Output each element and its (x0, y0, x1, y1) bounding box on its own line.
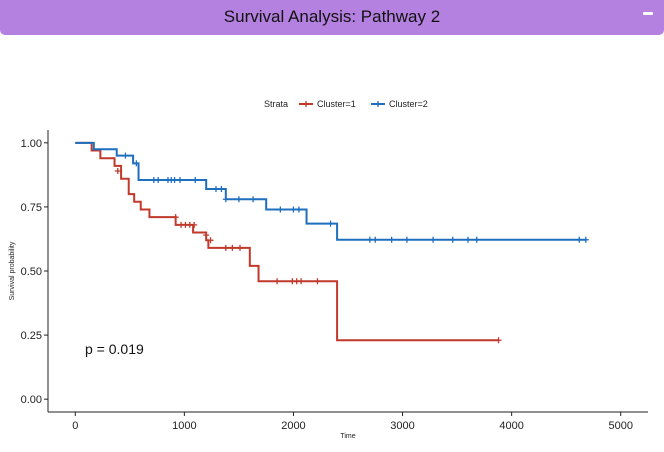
legend-label-1: Cluster=1 (317, 99, 356, 109)
censor-mark (295, 206, 302, 213)
p-value-annotation: p = 0.019 (85, 341, 144, 357)
legend: Strata Cluster=1 Cluster=2 (264, 99, 428, 109)
y-tick-label: 0.75 (21, 202, 42, 214)
censor-mark (172, 214, 179, 221)
censor-mark (314, 278, 321, 285)
censor-mark (114, 168, 121, 175)
legend-title: Strata (264, 99, 288, 109)
survival-curve-2 (75, 141, 586, 241)
censor-mark (235, 196, 242, 203)
x-tick-label: 3000 (390, 420, 414, 432)
censor-mark (191, 221, 198, 228)
censor-mark (222, 244, 229, 251)
censor-mark (133, 160, 140, 167)
censor-mark (274, 278, 281, 285)
x-tick-label: 2000 (281, 420, 305, 432)
y-axis-label: Survival probability (9, 241, 16, 300)
x-axis-label: Time (340, 433, 355, 440)
censor-mark (192, 176, 199, 183)
x-tick-label: 4000 (499, 420, 523, 432)
censor-mark (403, 236, 410, 243)
panel-title: Survival Analysis: Pathway 2 (223, 7, 441, 26)
legend-marker-2 (375, 101, 381, 107)
censor-mark (495, 337, 502, 344)
series-2 (75, 141, 589, 243)
censor-mark (213, 185, 219, 192)
x-tick-label: 5000 (608, 420, 632, 432)
x-tick-label: 1000 (172, 420, 196, 432)
censor-mark (473, 236, 480, 243)
y-tick-label: 1.00 (21, 138, 42, 150)
censor-mark (218, 185, 225, 192)
censor-mark (250, 196, 257, 203)
censor-mark (222, 196, 229, 203)
series-layer (75, 141, 589, 344)
censor-mark (449, 236, 456, 243)
censor-mark (372, 236, 379, 243)
series-1 (75, 141, 502, 344)
legend-label-2: Cluster=2 (389, 99, 428, 109)
censor-mark (171, 176, 178, 183)
y-tick-label: 0.25 (21, 330, 42, 342)
censor-mark (122, 152, 129, 159)
x-tick-label: 0 (72, 420, 78, 432)
censor-mark (366, 236, 373, 243)
censor-mark (229, 244, 236, 251)
censor-mark (582, 236, 589, 243)
censor-mark (155, 176, 162, 183)
censor-mark (290, 206, 297, 213)
panel-header: Survival Analysis: Pathway 2 (0, 0, 664, 35)
legend-marker-1 (303, 101, 309, 107)
censor-mark (327, 220, 334, 227)
censor-mark (430, 236, 437, 243)
censor-mark (298, 278, 305, 285)
censor-mark (388, 236, 395, 243)
censor-mark (576, 236, 583, 243)
y-tick-label: 0.50 (21, 266, 42, 278)
censor-mark (177, 176, 183, 183)
axes: 0 1000 2000 3000 4000 5000 0.00 0.25 0.50 0.75 1.0… (21, 130, 648, 432)
minus-icon[interactable] (640, 3, 656, 23)
censor-mark (277, 206, 284, 213)
censor-mark (203, 232, 210, 239)
censor-mark (237, 244, 243, 251)
censor-mark (465, 236, 471, 243)
y-tick-label: 0.00 (21, 394, 42, 406)
censor-mark (207, 237, 214, 244)
survival-curve-1 (75, 141, 499, 342)
